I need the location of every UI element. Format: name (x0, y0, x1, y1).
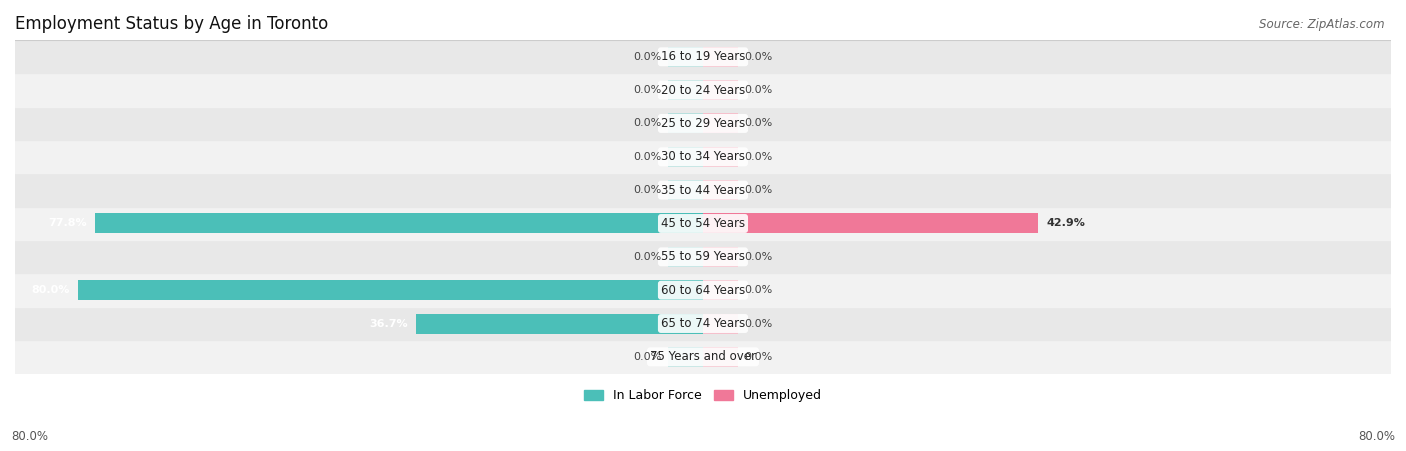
Bar (668, 147, 703, 167)
Bar (15, 107, 1391, 140)
Text: 0.0%: 0.0% (744, 318, 773, 328)
Text: Employment Status by Age in Toronto: Employment Status by Age in Toronto (15, 15, 328, 33)
Bar (77, 280, 703, 300)
Bar (703, 80, 738, 100)
Bar (668, 347, 703, 367)
Bar (703, 347, 738, 367)
Bar (703, 280, 738, 300)
Bar (668, 114, 703, 133)
Bar (15, 140, 1391, 174)
Bar (668, 213, 703, 234)
Bar (703, 47, 738, 67)
Bar (703, 313, 738, 333)
Text: 25 to 29 Years: 25 to 29 Years (661, 117, 745, 130)
Text: 0.0%: 0.0% (744, 119, 773, 129)
Text: 0.0%: 0.0% (744, 85, 773, 95)
Text: 0.0%: 0.0% (633, 252, 662, 262)
Bar (703, 213, 738, 234)
Bar (15, 273, 1391, 307)
Text: 16 to 19 Years: 16 to 19 Years (661, 50, 745, 63)
Text: 0.0%: 0.0% (744, 252, 773, 262)
Text: 65 to 74 Years: 65 to 74 Years (661, 317, 745, 330)
Text: 0.0%: 0.0% (744, 185, 773, 195)
Bar (668, 313, 703, 333)
Text: 30 to 34 Years: 30 to 34 Years (661, 150, 745, 163)
Bar (668, 180, 703, 200)
Text: 80.0%: 80.0% (1358, 430, 1395, 443)
Bar (416, 313, 703, 333)
Text: 0.0%: 0.0% (633, 185, 662, 195)
Bar (668, 280, 703, 300)
Bar (15, 240, 1391, 273)
Bar (703, 114, 738, 133)
Text: 75 Years and over: 75 Years and over (650, 350, 756, 364)
Text: 0.0%: 0.0% (633, 119, 662, 129)
Text: 0.0%: 0.0% (633, 52, 662, 62)
Bar (15, 40, 1391, 74)
Bar (668, 47, 703, 67)
Bar (15, 207, 1391, 240)
Bar (15, 74, 1391, 107)
Legend: In Labor Force, Unemployed: In Labor Force, Unemployed (579, 384, 827, 407)
Bar (703, 180, 738, 200)
Text: 0.0%: 0.0% (744, 52, 773, 62)
Text: 36.7%: 36.7% (370, 318, 408, 328)
Text: 0.0%: 0.0% (633, 352, 662, 362)
Text: 42.9%: 42.9% (1046, 218, 1085, 229)
Text: 0.0%: 0.0% (744, 152, 773, 162)
Bar (15, 340, 1391, 373)
Bar (703, 147, 738, 167)
Bar (15, 174, 1391, 207)
Bar (703, 213, 1039, 234)
Text: 20 to 24 Years: 20 to 24 Years (661, 83, 745, 97)
Bar (703, 247, 738, 267)
Text: 80.0%: 80.0% (31, 285, 70, 295)
Text: 80.0%: 80.0% (11, 430, 48, 443)
Text: 0.0%: 0.0% (633, 152, 662, 162)
Text: 77.8%: 77.8% (48, 218, 87, 229)
Bar (94, 213, 703, 234)
Text: 0.0%: 0.0% (744, 352, 773, 362)
Bar (668, 80, 703, 100)
Text: 60 to 64 Years: 60 to 64 Years (661, 284, 745, 297)
Text: 55 to 59 Years: 55 to 59 Years (661, 250, 745, 263)
Text: 35 to 44 Years: 35 to 44 Years (661, 184, 745, 197)
Text: Source: ZipAtlas.com: Source: ZipAtlas.com (1260, 18, 1385, 31)
Text: 45 to 54 Years: 45 to 54 Years (661, 217, 745, 230)
Text: 0.0%: 0.0% (633, 85, 662, 95)
Bar (668, 247, 703, 267)
Text: 0.0%: 0.0% (744, 285, 773, 295)
Bar (15, 307, 1391, 340)
